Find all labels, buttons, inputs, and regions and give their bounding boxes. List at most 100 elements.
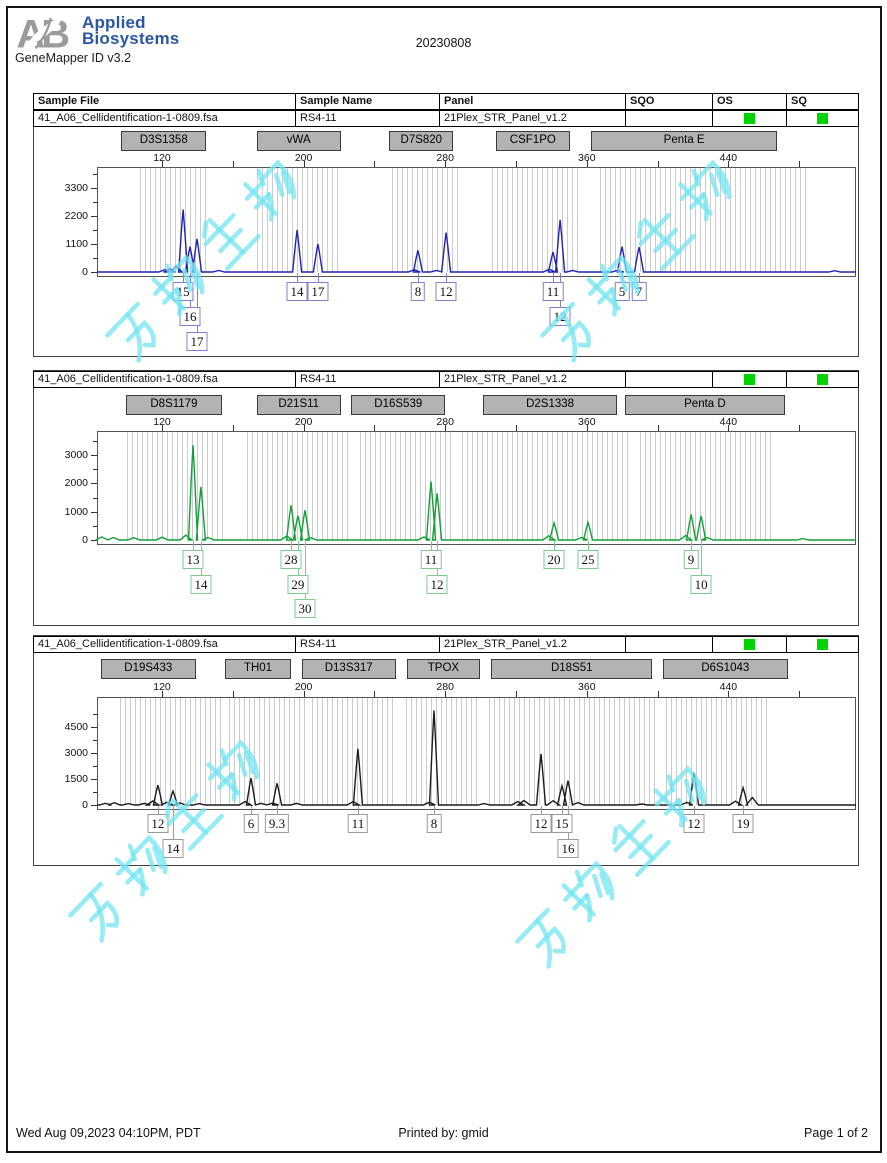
- x-axis-label: 200: [294, 416, 313, 428]
- y-axis-tick: [91, 779, 97, 780]
- allele-label: 19: [732, 814, 754, 833]
- y-axis-tick: [91, 272, 97, 273]
- allele-connector: [743, 806, 745, 814]
- sq-status-indicator: [817, 113, 828, 124]
- x-axis-tick: [232, 161, 234, 167]
- marker-box-d3s1358: D3S1358: [121, 131, 207, 151]
- y-axis-label: 0: [82, 266, 88, 278]
- applied-biosystems-logo: A B Applied Biosystems: [16, 13, 180, 53]
- x-axis-label: 440: [719, 681, 738, 693]
- marker-box-d19s433: D19S433: [100, 659, 196, 679]
- y-axis-minor-tick: [93, 740, 97, 741]
- allele-label: 14: [162, 839, 184, 858]
- y-axis-minor-tick: [93, 174, 97, 176]
- y-axis-tick: [91, 753, 97, 754]
- sq-status-indicator: [817, 374, 828, 385]
- allele-connector: [701, 541, 703, 575]
- x-axis-tick: [374, 691, 376, 697]
- allele-label: 29: [287, 575, 309, 594]
- x-axis-tick: [728, 425, 730, 431]
- allele-label: 11: [420, 550, 442, 569]
- x-axis-tick: [445, 161, 447, 167]
- x-axis-label: 120: [153, 681, 171, 693]
- table-column-divider: [439, 371, 440, 388]
- allele-connector: [297, 273, 299, 282]
- allele-label: 12: [426, 575, 448, 594]
- os-status-indicator: [744, 113, 755, 124]
- allele-connector: [317, 273, 319, 282]
- x-axis-label: 360: [578, 416, 596, 428]
- x-axis-tick: [162, 691, 163, 697]
- x-axis-tick: [374, 161, 376, 167]
- y-axis-minor-tick: [93, 230, 97, 231]
- x-axis-tick: [657, 691, 659, 697]
- allele-connector: [197, 273, 199, 332]
- allele-label: 17: [186, 332, 208, 351]
- table-column-divider: [295, 93, 296, 127]
- x-axis-tick: [657, 425, 659, 431]
- x-axis-label: 440: [719, 152, 738, 164]
- electropherogram-trace: [95, 445, 856, 541]
- marker-box-vwa: vWA: [256, 131, 341, 151]
- allele-label: 9.3: [264, 814, 290, 833]
- allele-label: 30: [294, 599, 316, 618]
- allele-label: 15: [172, 282, 194, 301]
- table-column-divider: [786, 93, 787, 127]
- x-axis-tick: [516, 691, 517, 697]
- allele-connector: [691, 541, 693, 550]
- allele-label: 12: [683, 814, 705, 833]
- allele-bin-gridlines: [360, 432, 455, 540]
- y-axis-label: 1100: [65, 238, 88, 250]
- footer-datetime: Wed Aug 09,2023 04:10PM, PDT: [16, 1126, 201, 1140]
- x-axis-label: 280: [436, 416, 454, 428]
- marker-box-d8s1179: D8S1179: [125, 395, 223, 415]
- y-axis-tick: [91, 727, 97, 728]
- allele-connector: [291, 541, 293, 550]
- sample-cell: 21Plex_STR_Panel_v1.2: [444, 638, 567, 650]
- x-axis-tick: [445, 425, 447, 431]
- y-axis-label: 0: [82, 799, 88, 811]
- allele-connector: [554, 541, 556, 550]
- x-axis-tick: [728, 691, 730, 697]
- sample-plot-block: [33, 635, 859, 866]
- marker-box-d21s11: D21S11: [256, 395, 341, 415]
- allele-label: 14: [286, 282, 308, 301]
- allele-connector: [639, 273, 640, 282]
- table-column-divider: [625, 636, 626, 653]
- allele-label: 9: [683, 550, 699, 569]
- plot-area: [97, 431, 856, 545]
- os-status-indicator: [744, 374, 755, 385]
- y-axis-label: 1500: [64, 773, 88, 785]
- page-border: [6, 6, 882, 1153]
- allele-connector: [172, 806, 174, 839]
- allele-connector: [277, 806, 279, 814]
- allele-label: 13: [182, 550, 204, 569]
- allele-label: 12: [147, 814, 169, 833]
- y-axis-minor-tick: [93, 258, 97, 259]
- sample-cell: RS4-11: [300, 112, 337, 124]
- x-axis-tick: [516, 425, 517, 431]
- allele-bin-gridlines: [126, 432, 226, 540]
- column-header-sq: SQ: [791, 95, 807, 107]
- x-axis-tick: [232, 425, 234, 431]
- x-axis-label: 280: [436, 681, 454, 693]
- x-axis-tick: [799, 425, 801, 431]
- logo-line1: Applied: [82, 13, 146, 32]
- y-axis-tick: [91, 483, 97, 485]
- allele-label: 10: [690, 575, 712, 594]
- allele-connector: [694, 806, 696, 814]
- allele-label: 11: [347, 814, 369, 833]
- allele-connector: [251, 806, 253, 814]
- x-axis-tick: [303, 161, 305, 167]
- app-version: GeneMapper ID v3.2: [15, 51, 132, 65]
- allele-connector: [446, 273, 448, 282]
- allele-bin-gridlines: [119, 698, 223, 805]
- y-axis-minor-tick: [93, 766, 97, 767]
- y-axis-minor-tick: [93, 202, 97, 203]
- allele-connector: [588, 541, 590, 550]
- allele-connector: [434, 806, 436, 814]
- sample-row: [33, 371, 859, 388]
- y-axis-minor-tick: [93, 525, 97, 527]
- allele-connector: [305, 541, 307, 599]
